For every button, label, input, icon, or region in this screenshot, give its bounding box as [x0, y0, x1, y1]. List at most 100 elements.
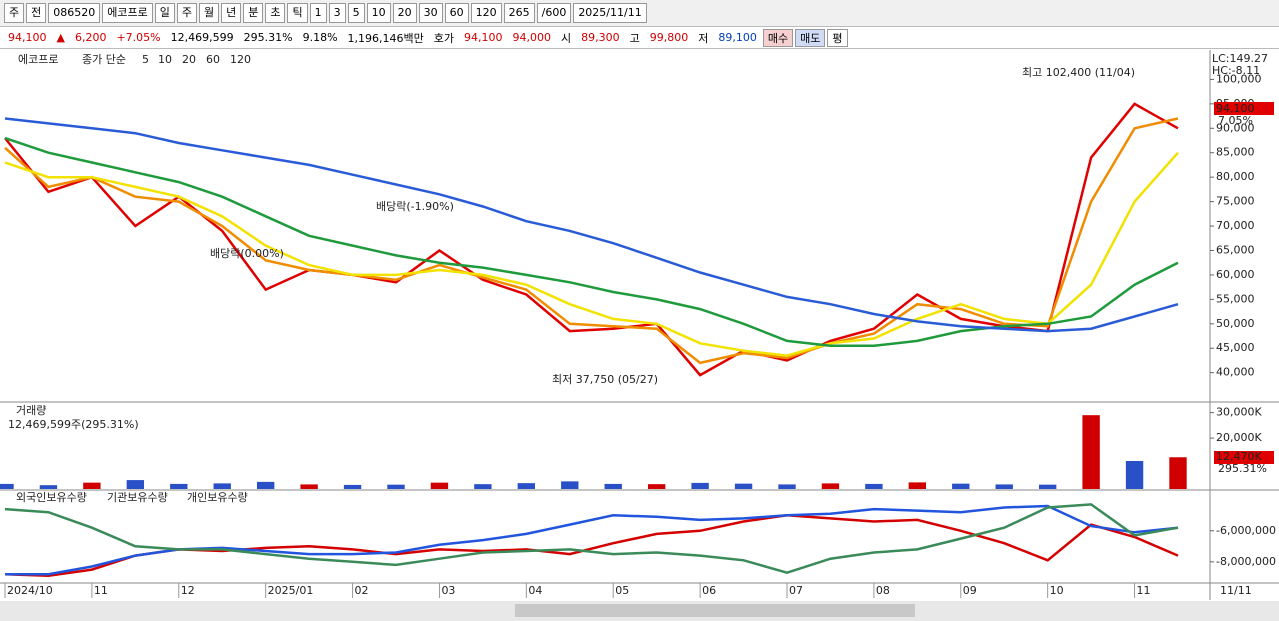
info-item[interactable]: 89,300	[581, 31, 620, 44]
info-item[interactable]: 시	[561, 31, 572, 45]
legend-label: 종가 단순	[82, 53, 126, 66]
x-tick-label: 02	[355, 584, 369, 597]
toolbar-item[interactable]: 초	[265, 3, 286, 23]
toolbar-item[interactable]: 틱	[287, 3, 308, 23]
volume-bar	[343, 484, 362, 489]
y-tick-label: 50,000	[1216, 317, 1255, 330]
x-tick-label: 2024/10	[7, 584, 53, 597]
toolbar-item[interactable]: 120	[470, 3, 502, 23]
series-line	[4, 117, 1179, 333]
info-item[interactable]: 6,200	[74, 31, 107, 44]
info-item[interactable]: 저	[698, 31, 709, 45]
toolbar-item[interactable]: 3	[328, 3, 346, 23]
y-tick-label: 70,000	[1216, 219, 1255, 232]
x-end-label: 11/11	[1220, 584, 1252, 597]
toolbar-item[interactable]: 086520	[48, 3, 101, 23]
toolbar-item[interactable]: /600	[536, 3, 572, 23]
info-item[interactable]: 89,100	[718, 31, 757, 44]
volume-info: 12,469,599주(295.31%)	[8, 418, 139, 431]
y-tick-label: 45,000	[1216, 341, 1255, 354]
toolbar-item[interactable]: 에코프로	[102, 3, 153, 23]
volume-bar	[1082, 415, 1100, 489]
volume-bar	[1038, 484, 1057, 489]
info-item[interactable]: 평	[827, 28, 848, 47]
annotation: 배당락(-1.90%)	[376, 200, 454, 213]
info-item[interactable]: 호가	[433, 31, 455, 45]
y-tick-label: 85,000	[1216, 146, 1255, 159]
side-label: 7.05%	[1218, 114, 1253, 127]
info-item[interactable]: 매도	[795, 28, 826, 47]
volume-bar	[604, 483, 622, 489]
legend-entry: 120	[230, 53, 251, 66]
toolbar-item[interactable]: 월	[198, 3, 220, 23]
info-item[interactable]: 매수	[762, 28, 794, 47]
volume-bar	[256, 481, 275, 489]
series-line	[4, 151, 1179, 357]
y-tick-label: 80,000	[1216, 170, 1255, 183]
side-label: HC:-8.11	[1212, 64, 1260, 77]
annotation: 최고 102,400 (11/04)	[1022, 66, 1135, 79]
info-item[interactable]: 9.18%	[302, 31, 338, 44]
toolbar-item[interactable]: 1	[309, 3, 327, 23]
toolbar-item[interactable]: 5	[347, 3, 365, 23]
info-item[interactable]: +7.05%	[116, 31, 161, 44]
info-item[interactable]: 99,800	[649, 31, 689, 44]
y-tick-label: 65,000	[1216, 243, 1255, 256]
side-label: 12,470K	[1216, 450, 1262, 463]
volume-marker	[1214, 451, 1274, 464]
toolbar-item[interactable]: 일	[154, 3, 175, 23]
volume-bar	[474, 484, 492, 489]
info-item[interactable]: 94,000	[512, 31, 552, 44]
volume-bar	[0, 483, 14, 489]
volume-bar	[170, 483, 188, 489]
toolbar-item[interactable]: 2025/11/11	[573, 3, 647, 23]
toolbar-item[interactable]: 10	[366, 3, 391, 23]
x-tick-label: 12	[181, 584, 195, 597]
toolbar-item[interactable]: 전	[26, 3, 47, 23]
volume-bar	[1125, 461, 1144, 489]
price-marker	[1214, 102, 1274, 115]
legend-entry: 외국인보유수량	[16, 491, 87, 504]
info-item[interactable]: 94,100	[464, 31, 503, 44]
toolbar-item[interactable]: 주	[176, 3, 197, 23]
info-item[interactable]: 94,100	[8, 31, 47, 44]
toolbar-item[interactable]: 분	[243, 3, 264, 23]
volume-bar	[821, 483, 840, 489]
toolbar-item[interactable]: 주	[4, 3, 25, 23]
toolbar-item[interactable]: 년	[221, 3, 242, 23]
volume-bar	[430, 482, 449, 489]
scroll-thumb[interactable]	[515, 604, 915, 617]
x-tick-label: 11	[94, 584, 108, 597]
toolbar-item[interactable]: 20	[392, 3, 417, 23]
x-tick-label: 07	[789, 584, 803, 597]
toolbar-item[interactable]: 265	[503, 3, 535, 23]
volume-bar	[865, 483, 883, 489]
toolbar-item[interactable]: 30	[418, 3, 443, 23]
y-tick-label: -8,000,000	[1216, 555, 1276, 568]
y-tick-label: 100,000	[1216, 72, 1262, 85]
toolbar-item[interactable]: 60	[444, 3, 469, 23]
x-tick-label: 09	[963, 584, 977, 597]
volume-bar	[39, 485, 58, 489]
volume-bar	[561, 481, 579, 489]
annotation: 배당락(0.00%)	[210, 247, 284, 260]
x-tick-label: 10	[1050, 584, 1064, 597]
info-item[interactable]: 1,196,146백만	[347, 31, 424, 45]
legend-entry: 20	[182, 53, 196, 66]
volume-bar	[387, 484, 405, 489]
y-tick-label: 75,000	[1216, 195, 1255, 208]
info-item[interactable]: ▲	[56, 31, 65, 44]
info-item[interactable]: 12,469,599	[170, 31, 234, 44]
x-tick-label: 05	[615, 584, 629, 597]
y-tick-label: -6,000,000	[1216, 524, 1276, 537]
volume-bar	[517, 483, 536, 489]
side-label: 94,100	[1216, 102, 1255, 115]
info-item[interactable]: 고	[629, 31, 640, 45]
series-line	[4, 117, 1179, 365]
legend-entry: 10	[158, 53, 172, 66]
chart-title: 에코프로	[18, 53, 58, 66]
info-item[interactable]: 295.31%	[243, 31, 293, 44]
volume-bar	[734, 483, 753, 489]
annotation: 최저 37,750 (05/27)	[552, 373, 658, 386]
